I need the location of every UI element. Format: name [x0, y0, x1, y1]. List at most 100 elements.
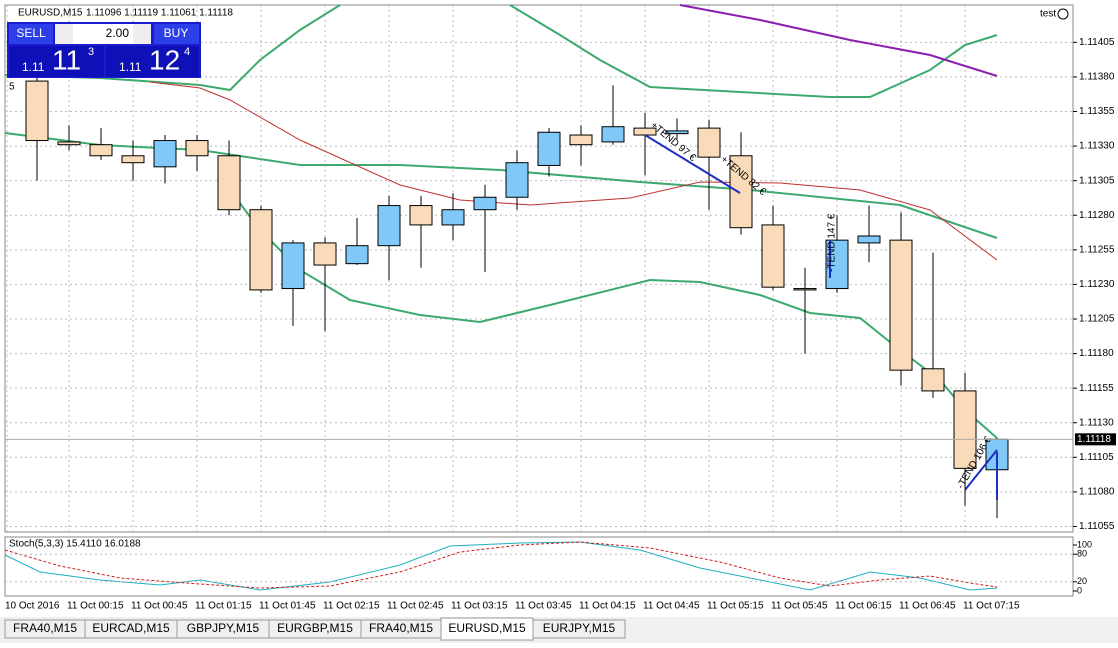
x-tick-label: 11 Oct 02:45	[387, 601, 444, 612]
bid-main: 11	[52, 44, 81, 75]
middle-band	[4, 132, 998, 239]
x-tick-label: 11 Oct 01:45	[259, 601, 316, 612]
tab-label: FRA40,M15	[369, 621, 433, 635]
x-tick-label: 11 Oct 03:15	[451, 601, 508, 612]
ohlc: 1.11096 1.11119 1.11061 1.11118	[86, 8, 233, 19]
tab-label: EURGBP,M15	[277, 621, 353, 635]
ask-small: 4	[184, 46, 190, 58]
y-tick-label: 1.11205	[1079, 314, 1115, 325]
candle-body	[505, 162, 529, 198]
y-tick-label: 1.11380	[1079, 72, 1115, 83]
candle-body	[281, 242, 305, 290]
candle-body	[153, 140, 177, 168]
y-tick-label: 1.11180	[1079, 348, 1114, 359]
bid-small: 3	[88, 46, 94, 58]
y-tick-label: 1.11280	[1079, 210, 1115, 221]
stoch-label: Stoch(5,3,3) 15.4110 16.0188	[9, 539, 141, 550]
stoch-tick-label: 80	[1077, 549, 1087, 559]
candle-body	[121, 155, 145, 164]
y-tick-label: 1.11155	[1079, 383, 1114, 394]
y-tick-label: 1.11055	[1079, 521, 1115, 532]
y-tick-label: 1.11355	[1079, 106, 1115, 117]
candle-body	[537, 131, 561, 166]
candle-body	[409, 205, 433, 226]
candle-body	[569, 134, 593, 146]
tab-bar: FRA40,M15 EURCAD,M15 GBPJPY,M15 EURGBP,M15 F…	[0, 617, 1118, 643]
tab-label: EURCAD,M15	[92, 621, 170, 635]
stoch-signal	[4, 541, 998, 589]
x-tick-label: 11 Oct 00:15	[67, 601, 124, 612]
candle-body	[953, 390, 977, 469]
y-tick-label: 1.11305	[1079, 175, 1115, 186]
y-tick-label: 1.11255	[1079, 244, 1115, 255]
candle-body	[345, 245, 369, 265]
lot-value: 2.00	[106, 26, 130, 40]
ask-main: 12	[149, 44, 180, 75]
ask-box[interactable]	[106, 46, 199, 77]
y-tick-label: 1.11230	[1079, 279, 1115, 290]
lot-down[interactable]	[55, 24, 73, 44]
x-tick-label: 10 Oct 2016	[5, 601, 60, 612]
current-price-label: 1.11118	[1077, 434, 1111, 445]
x-tick-label: 11 Oct 07:15	[963, 601, 1020, 612]
candle-body	[729, 155, 753, 229]
y-tick-label: 1.11405	[1079, 37, 1115, 48]
x-tick-label: 11 Oct 00:45	[131, 601, 188, 612]
tab-label: EURUSD,M15	[448, 621, 526, 635]
candle-body	[665, 130, 689, 135]
stoch-tick-label: 100	[1077, 539, 1092, 549]
buy-button[interactable]	[154, 24, 199, 44]
current-price-box	[1075, 433, 1116, 446]
candle-body	[313, 242, 337, 266]
x-tick-label: 11 Oct 01:15	[195, 601, 252, 612]
tab-label: GBPJPY,M15	[187, 621, 260, 635]
account: test	[1040, 9, 1056, 20]
candle-body	[57, 141, 81, 146]
candle-body	[185, 140, 209, 157]
candle-body	[761, 224, 785, 288]
stoch-main	[4, 541, 998, 591]
candle-body	[249, 209, 273, 291]
moving-average	[149, 81, 998, 261]
candle-body	[825, 239, 849, 290]
candle-body	[793, 288, 817, 291]
stoch-tick-label: 0	[1077, 585, 1082, 595]
bid-box[interactable]	[9, 46, 104, 77]
candle-body	[889, 239, 913, 371]
tab[interactable]	[532, 619, 626, 639]
y-tick-label: 1.11080	[1079, 487, 1115, 498]
main-frame	[4, 4, 1074, 533]
lot-input[interactable]	[73, 24, 133, 44]
candle-body	[377, 205, 401, 247]
left-marker: 5	[9, 82, 15, 93]
x-tick-label: 11 Oct 03:45	[515, 601, 572, 612]
bid-big: 1.11	[22, 60, 45, 74]
tab-label: FRA40,M15	[13, 621, 77, 635]
account-icon[interactable]	[1057, 8, 1069, 20]
y-tick-label: 1.11130	[1079, 417, 1114, 428]
trade-line	[644, 134, 741, 194]
moving-average	[679, 4, 998, 77]
y-tick-label: 1.11330	[1079, 141, 1115, 152]
trade-line	[964, 449, 998, 491]
upper-band	[509, 4, 998, 98]
candle-body	[697, 127, 721, 158]
candle-body	[25, 80, 49, 142]
candle-body	[921, 368, 945, 392]
x-tick-label: 11 Oct 04:15	[579, 601, 636, 612]
x-tick-label: 11 Oct 05:15	[707, 601, 764, 612]
x-tick-label: 11 Oct 05:45	[771, 601, 828, 612]
candle-body	[217, 155, 241, 211]
stoch-tick-label: 20	[1077, 576, 1087, 586]
y-tick-label: 1.11105	[1079, 452, 1114, 463]
stoch-frame	[4, 536, 1074, 597]
x-tick-label: 11 Oct 04:45	[643, 601, 700, 612]
sell-button[interactable]	[9, 24, 53, 44]
candle-body	[441, 209, 465, 226]
x-tick-label: 11 Oct 02:15	[323, 601, 380, 612]
lot-up[interactable]	[133, 24, 151, 44]
tab-label: EURJPY,M15	[543, 621, 616, 635]
symbol: EURUSD,M15	[18, 8, 83, 19]
